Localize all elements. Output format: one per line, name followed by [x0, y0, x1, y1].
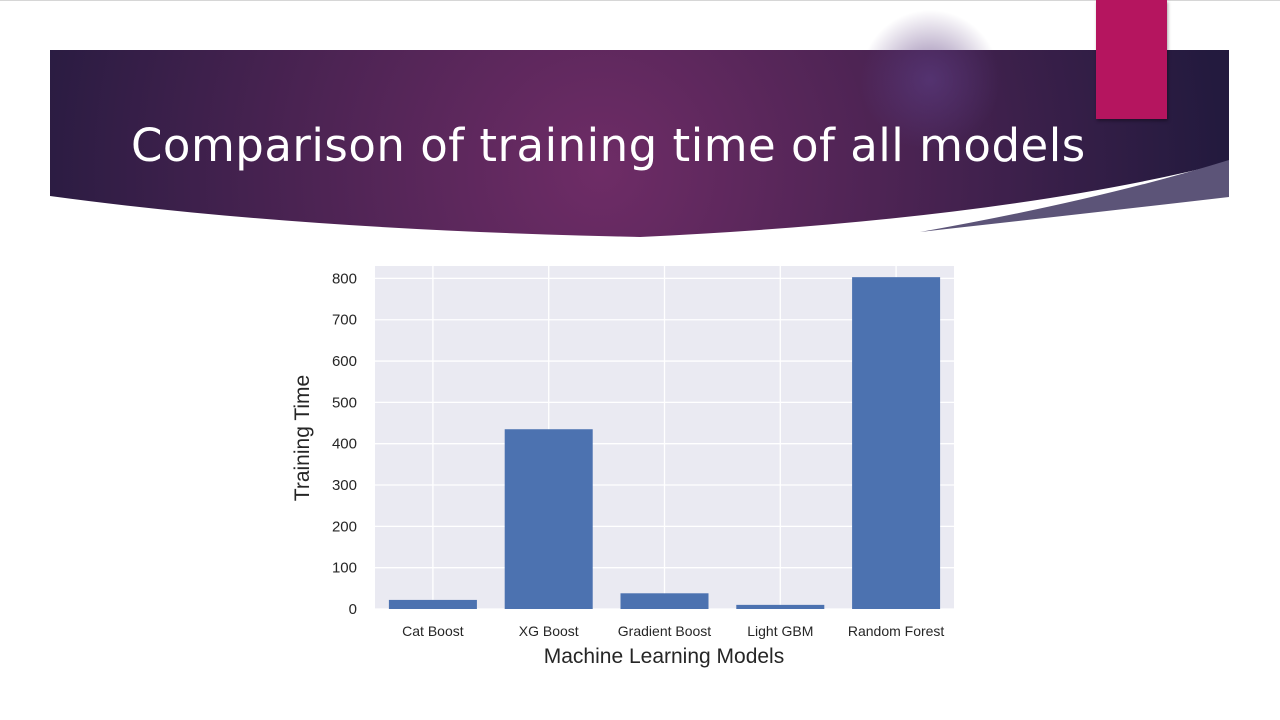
x-tick-label: XG Boost: [519, 623, 579, 639]
bar-cat-boost: [388, 599, 477, 609]
banner-swoosh: [920, 160, 1229, 232]
x-tick-label: Light GBM: [747, 623, 813, 639]
bar-random-forest: [852, 277, 941, 609]
bar-light-gbm: [736, 604, 825, 609]
y-tick-label: 600: [332, 353, 357, 370]
slide-title: Comparison of training time of all model…: [131, 119, 1086, 172]
y-axis-label: Training Time: [291, 375, 314, 501]
y-tick-label: 800: [332, 270, 357, 287]
top-divider: [0, 0, 1280, 1]
x-tick-labels: Cat Boost XG Boost Gradient Boost Light GBM…: [402, 623, 944, 639]
y-tick-label: 300: [332, 477, 357, 494]
y-tick-label: 0: [349, 601, 357, 618]
bar-xg-boost: [504, 429, 593, 609]
y-tick-label: 100: [332, 560, 357, 577]
y-tick-label: 500: [332, 394, 357, 411]
y-tick-labels: 0 100 200 300 400 500 600 700 800: [332, 270, 357, 618]
banner-glow: [860, 10, 1000, 150]
bar-gradient-boost: [620, 593, 709, 609]
y-tick-label: 200: [332, 518, 357, 535]
y-tick-label: 400: [332, 436, 357, 453]
x-axis-label: Machine Learning Models: [544, 645, 784, 668]
x-tick-label: Gradient Boost: [618, 623, 711, 639]
bars: [388, 277, 941, 609]
x-tick-label: Cat Boost: [402, 623, 464, 639]
y-tick-label: 700: [332, 312, 357, 329]
x-tick-label: Random Forest: [848, 623, 945, 639]
accent-tab: [1096, 0, 1167, 119]
